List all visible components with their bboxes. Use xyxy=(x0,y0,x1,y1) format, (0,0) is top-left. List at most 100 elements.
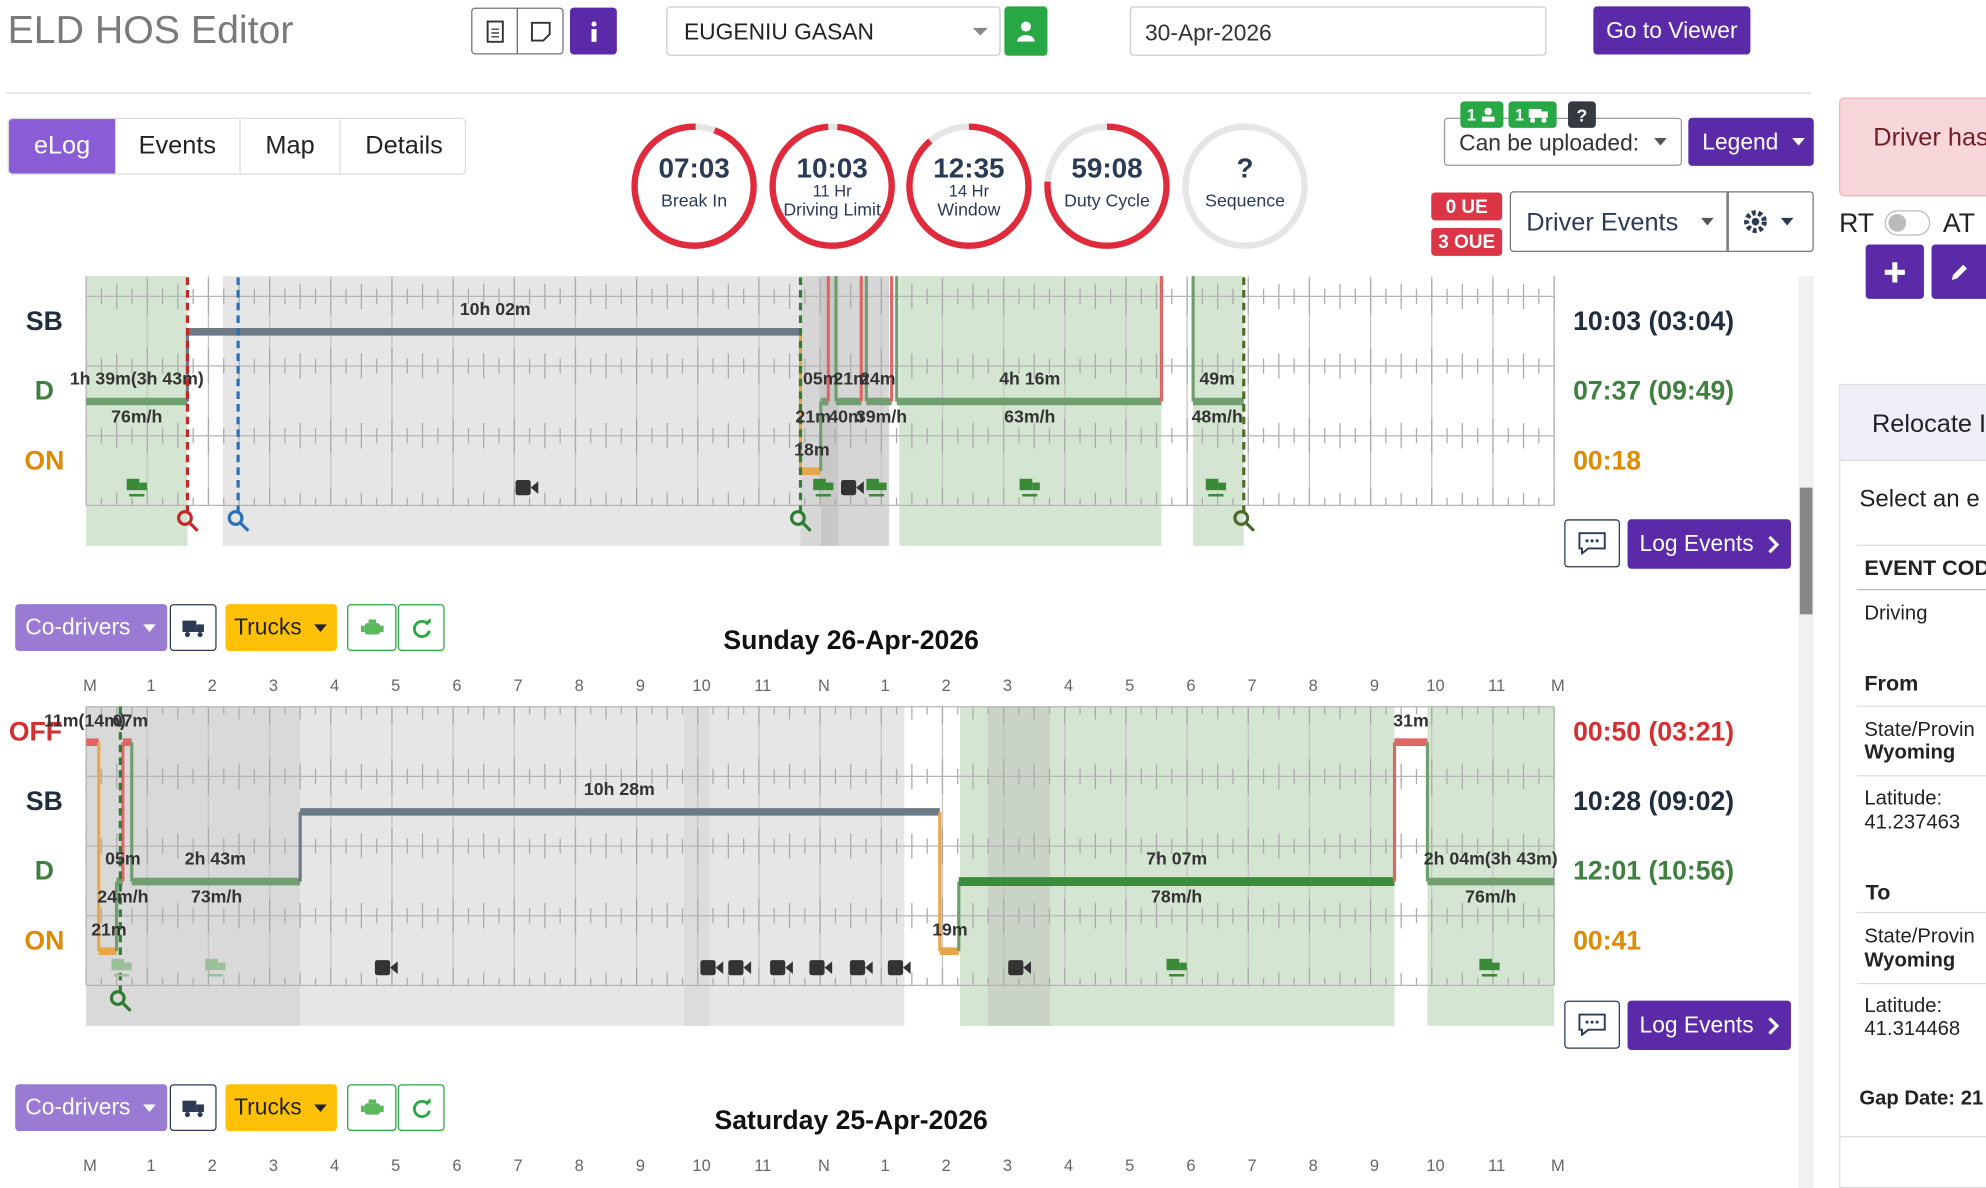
button-label: Log Events xyxy=(1639,530,1754,557)
tab[interactable]: Map xyxy=(241,119,341,174)
gauge-ring xyxy=(1182,123,1308,249)
truck-button[interactable] xyxy=(169,604,217,652)
edit-button[interactable] xyxy=(1931,244,1986,299)
hour-label: 6 xyxy=(1186,1157,1195,1175)
field-value: 21 xyxy=(1960,1087,1984,1110)
refresh-button[interactable] xyxy=(397,1084,445,1132)
refresh-button[interactable] xyxy=(397,604,445,652)
hour-label: 10 xyxy=(1426,677,1444,695)
truck-icon xyxy=(111,958,125,971)
log-events-button[interactable]: Log Events xyxy=(1627,519,1791,569)
section-title: To xyxy=(1865,880,1891,905)
go-to-viewer[interactable]: Go to Viewer xyxy=(1593,6,1751,55)
log-graphs: SB 10:03 (03:04) D 07:37 (09:49) ON 00:18 10h … xyxy=(9,276,1734,1175)
info-button[interactable] xyxy=(569,7,617,55)
hour-label: N xyxy=(818,1157,830,1175)
time-shading xyxy=(800,276,821,546)
scrollbar xyxy=(1798,276,1814,1188)
tab[interactable]: Events xyxy=(115,119,241,174)
marker-icon xyxy=(227,510,244,526)
icon-shape xyxy=(1590,1020,1594,1024)
icon-shape xyxy=(181,619,196,632)
hour-label: 7 xyxy=(514,1157,523,1175)
icon-shape xyxy=(360,625,365,632)
caret xyxy=(1792,138,1805,146)
hour-label: 5 xyxy=(391,1157,400,1175)
row-total: 00:41 xyxy=(1573,925,1641,955)
column-header: EVENT COD xyxy=(1864,556,1986,581)
hour-label: M xyxy=(1551,677,1565,695)
gauge-ring xyxy=(769,123,895,249)
segment-label: 2h 43m xyxy=(185,849,246,869)
segment-label: 39m/h xyxy=(856,407,907,427)
tab[interactable]: Details xyxy=(365,131,443,160)
doc-button[interactable] xyxy=(471,7,519,55)
comment-button[interactable] xyxy=(1564,519,1620,568)
driver-events-select[interactable]: Driver Events xyxy=(1509,191,1728,253)
gauge: ? Sequence xyxy=(1182,123,1309,250)
icon xyxy=(360,1098,384,1114)
icon-shape xyxy=(1654,138,1667,146)
icon-shape xyxy=(143,623,156,632)
add-button[interactable] xyxy=(1865,244,1924,299)
note-icon xyxy=(530,21,551,41)
camera-icon xyxy=(515,480,531,496)
icon-shape xyxy=(1884,269,1905,275)
gauge-sub: 14 Hr xyxy=(948,181,990,201)
hour-label: 2 xyxy=(208,1157,217,1175)
date-text: 30-Apr-2026 xyxy=(1144,20,1272,46)
field-value: Wyoming xyxy=(1864,742,1956,764)
hour-label: 8 xyxy=(575,677,584,695)
row-label: D xyxy=(35,856,54,886)
legend-button[interactable]: Legend xyxy=(1688,117,1814,166)
co-drivers-button[interactable]: Co-drivers xyxy=(15,1084,168,1132)
icon-shape xyxy=(1767,1016,1779,1035)
tab[interactable]: eLog xyxy=(8,119,116,174)
hour-label: 10 xyxy=(692,677,710,695)
gauge-ring xyxy=(631,123,757,249)
icon-shape xyxy=(314,1103,327,1112)
row-label: ON xyxy=(24,445,64,475)
icon-shape xyxy=(972,27,988,36)
icon-shape xyxy=(379,625,384,632)
log-events-button[interactable]: Log Events xyxy=(1627,1000,1791,1050)
time-shading xyxy=(1193,276,1244,546)
scrollbar-thumb[interactable] xyxy=(1799,487,1813,615)
icon-shape xyxy=(367,1098,376,1103)
segment-label: 4h 16m xyxy=(999,369,1060,389)
hour-label: 9 xyxy=(636,677,645,695)
panel-header: Relocate I xyxy=(1840,385,1986,462)
gauge-label: Driving Limit xyxy=(783,198,881,220)
segment-label: 10h 02m xyxy=(460,299,531,319)
driver-select[interactable]: EUGENIU GASAN xyxy=(666,6,1001,56)
trucks-button[interactable]: Trucks xyxy=(225,1084,337,1132)
icon xyxy=(181,619,204,637)
marker-icon xyxy=(1233,510,1250,526)
icon-shape xyxy=(314,623,327,632)
comment-button[interactable] xyxy=(1564,1000,1620,1049)
upload-select[interactable]: Can be uploaded: xyxy=(1443,117,1683,166)
driver-button[interactable] xyxy=(1004,6,1048,56)
alert: Driver has xyxy=(1839,97,1986,197)
icon-shape xyxy=(1578,532,1606,555)
segment-label: 1h 39m(3h 43m) xyxy=(70,369,204,389)
co-drivers-button[interactable]: Co-drivers xyxy=(15,604,168,652)
settings-button[interactable] xyxy=(1727,191,1814,253)
engine-button[interactable] xyxy=(347,1084,397,1132)
trucks-button[interactable]: Trucks xyxy=(225,604,337,652)
gauge-label: Duty Cycle xyxy=(1064,189,1150,211)
icon-shape xyxy=(1482,115,1495,121)
button-label: Go to Viewer xyxy=(1606,17,1738,43)
note-button[interactable] xyxy=(516,7,564,55)
toggle[interactable] xyxy=(1884,210,1931,236)
icon-shape xyxy=(196,631,203,637)
gauge-label: Break In xyxy=(661,189,728,211)
engine-button[interactable] xyxy=(347,604,397,652)
truck-button[interactable] xyxy=(169,1084,217,1132)
upload-text: Can be uploaded: xyxy=(1459,130,1640,156)
icon-shape xyxy=(1780,217,1794,226)
date-input[interactable]: 30-Apr-2026 xyxy=(1129,6,1547,56)
marker-icon xyxy=(790,510,806,526)
camera-icon xyxy=(887,960,904,976)
driver-events-text: Driver Events xyxy=(1526,208,1679,237)
